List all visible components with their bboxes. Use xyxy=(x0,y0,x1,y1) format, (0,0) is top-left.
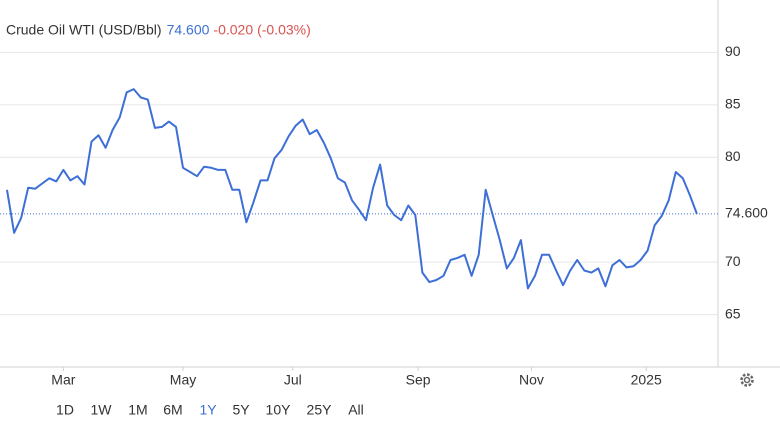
range-button[interactable]: All xyxy=(348,402,364,418)
range-button[interactable]: 6M xyxy=(163,402,182,418)
range-button[interactable]: 25Y xyxy=(307,402,333,418)
y-tick-label: 65 xyxy=(725,305,741,321)
x-tick-label: Nov xyxy=(519,372,544,388)
range-button[interactable]: 1W xyxy=(91,402,113,418)
change: -0.020 xyxy=(213,22,253,38)
price-line xyxy=(6,88,698,290)
y-tick-label: 90 xyxy=(725,43,741,59)
price: 74.600 xyxy=(167,22,210,38)
range-button[interactable]: 5Y xyxy=(232,402,250,418)
change-pct: (-0.03%) xyxy=(257,22,311,38)
x-tick-label: Sep xyxy=(406,372,431,388)
range-button[interactable]: 1M xyxy=(128,402,147,418)
header: Crude Oil WTI (USD/Bbl) xyxy=(6,22,162,38)
last-price-label: 74.600 xyxy=(725,205,768,221)
settings-icon[interactable] xyxy=(740,373,754,387)
x-tick-label: Jul xyxy=(284,372,302,388)
range-button[interactable]: 10Y xyxy=(266,402,292,418)
range-button[interactable]: 1Y xyxy=(199,402,217,418)
gear-hub[interactable] xyxy=(743,376,751,384)
x-tick-label: 2025 xyxy=(631,372,662,388)
x-tick-label: May xyxy=(170,372,196,388)
y-tick-label: 85 xyxy=(725,96,741,112)
y-tick-label: 70 xyxy=(725,253,741,269)
range-button[interactable]: 1D xyxy=(56,402,74,418)
gear[interactable] xyxy=(740,373,754,387)
chart-title: Crude Oil WTI (USD/Bbl) xyxy=(6,22,162,38)
y-tick-label: 80 xyxy=(725,148,741,164)
x-tick-label: Mar xyxy=(51,372,75,388)
